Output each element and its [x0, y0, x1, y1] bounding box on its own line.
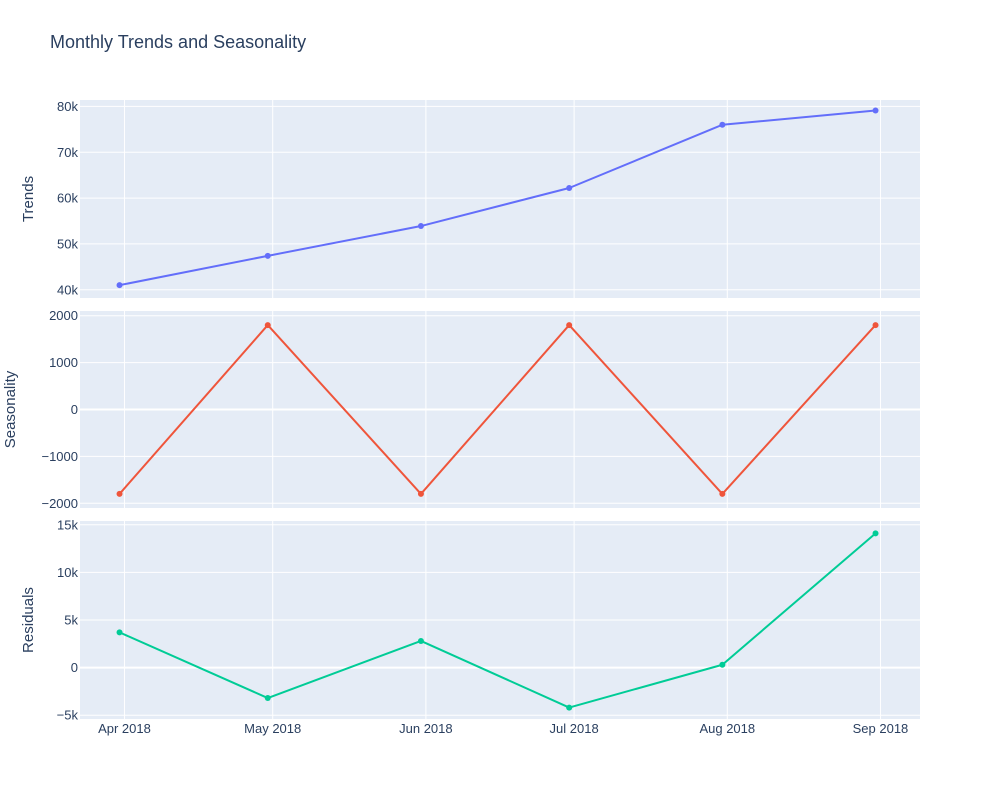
data-point: [116, 282, 123, 289]
y-tick-label: 0: [71, 660, 78, 675]
subplot-seasonality: −2000 −1000 0 1000 2000 Seasonality: [2, 308, 920, 511]
data-point: [116, 490, 123, 497]
subplot-layer: 40k 50k 60k 70k 80k Trends −2000 −1000 0 1000 2000…: [2, 99, 920, 723]
y-tick-label: 0: [71, 402, 78, 417]
y-tick-label: 40k: [57, 282, 78, 297]
x-axis-tick-labels: Apr 2018 May 2018 Jun 2018 Jul 2018 Aug 2018…: [98, 721, 908, 736]
data-point: [566, 322, 573, 329]
data-point: [872, 530, 879, 537]
subplot-residuals: −5k 0 5k 10k 15k Residuals: [20, 517, 920, 723]
data-point: [719, 121, 726, 128]
x-tick-label: Sep 2018: [853, 721, 909, 736]
data-point: [566, 704, 573, 711]
data-point: [417, 490, 424, 497]
data-point: [264, 252, 271, 259]
y-tick-label: 60k: [57, 191, 78, 206]
series-line: [119, 109, 876, 287]
subplot-trends: 40k 50k 60k 70k 80k Trends: [20, 99, 920, 298]
x-tick-label: Aug 2018: [699, 721, 755, 736]
data-point: [264, 695, 271, 702]
y-tick-label: 10k: [57, 565, 78, 580]
x-tick-label: Jul 2018: [550, 721, 599, 736]
y-tick-label: −2000: [41, 496, 78, 511]
data-point: [417, 637, 424, 644]
y-tick-label: 80k: [57, 99, 78, 114]
chart-title: Monthly Trends and Seasonality: [50, 32, 307, 52]
x-tick-label: Apr 2018: [98, 721, 151, 736]
y-tick-label: 50k: [57, 236, 78, 251]
data-point: [417, 223, 424, 230]
data-point: [719, 490, 726, 497]
y-tick-label: 1000: [49, 355, 78, 370]
y-tick-label: 2000: [49, 308, 78, 323]
y-axis-title: Seasonality: [2, 370, 19, 448]
y-tick-label: 70k: [57, 145, 78, 160]
y-axis-title: Residuals: [20, 587, 37, 653]
y-tick-label: 15k: [57, 517, 78, 532]
y-tick-label: −1000: [41, 449, 78, 464]
data-point: [719, 661, 726, 668]
data-point: [116, 629, 123, 636]
x-tick-label: May 2018: [244, 721, 301, 736]
series-line: [118, 324, 877, 495]
data-point: [566, 185, 573, 191]
y-axis-title: Trends: [20, 176, 37, 222]
data-point: [264, 322, 271, 329]
x-tick-label: Jun 2018: [399, 721, 453, 736]
data-point: [872, 322, 879, 329]
data-point: [872, 107, 879, 114]
series-line: [119, 532, 877, 709]
y-tick-label: −5k: [57, 708, 79, 723]
y-tick-label: 5k: [64, 613, 78, 628]
